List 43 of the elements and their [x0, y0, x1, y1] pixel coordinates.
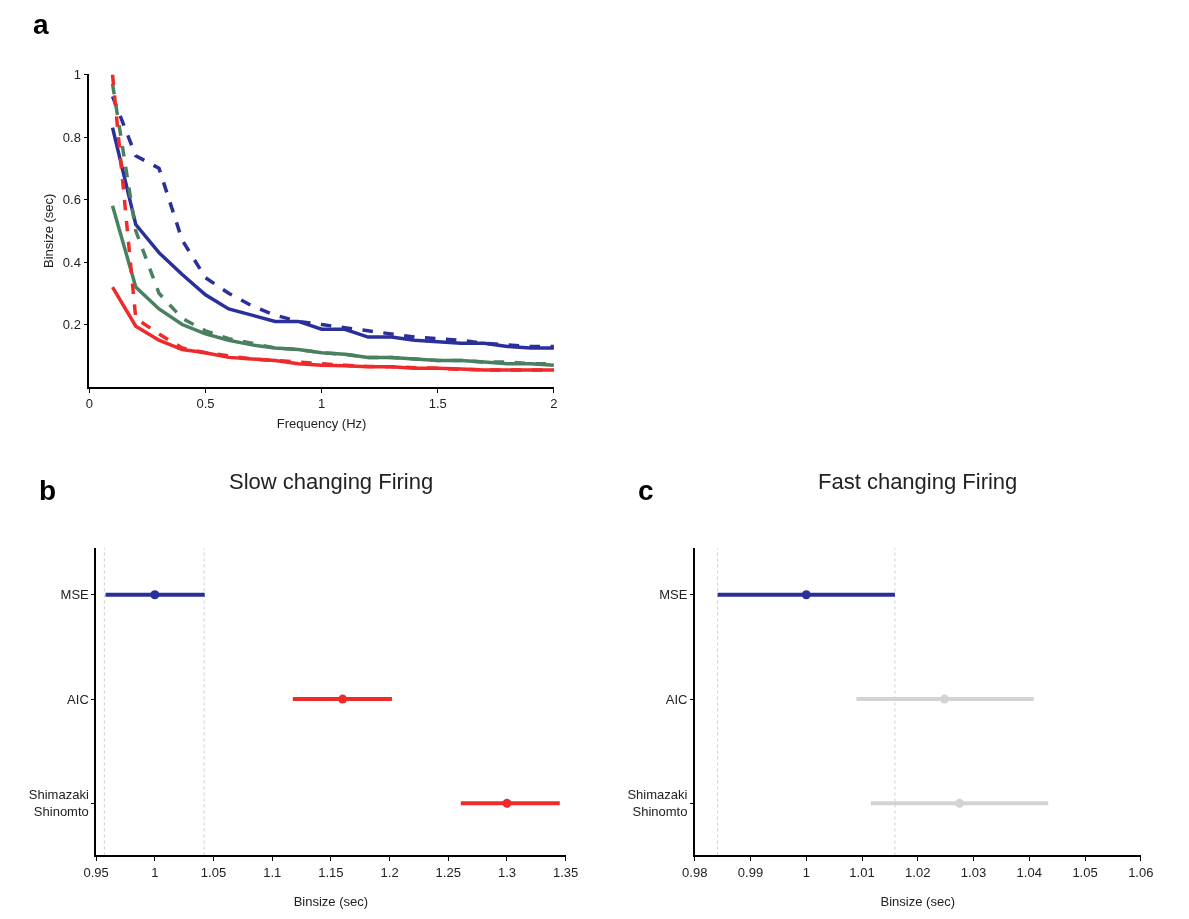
- x-tick-label: 1.5: [428, 396, 447, 412]
- x-axis-title: Binsize (sec): [880, 893, 955, 909]
- x-axis-title: Frequency (Hz): [276, 415, 367, 431]
- x-tick-label: 1.15: [318, 864, 344, 880]
- x-axis-title: Binsize (sec): [293, 893, 369, 909]
- x-tick-label: 1.03: [960, 864, 987, 880]
- chart-title: Slow changing Firing: [229, 469, 434, 494]
- text: a: [33, 9, 49, 40]
- y-tick-label: MSE: [659, 587, 688, 603]
- x-tick-label: 1: [317, 396, 326, 412]
- y-tick-label: 0.8: [62, 129, 81, 145]
- y-tick-label: MSE: [60, 587, 90, 603]
- x-tick-label: 2: [550, 396, 558, 412]
- y-tick-label: 0.2: [62, 317, 81, 333]
- x-tick-label: 1.35: [552, 864, 579, 880]
- y-tick-label: Shimazaki Shinomto: [627, 787, 688, 820]
- x-tick-label: 0: [85, 396, 93, 412]
- y-tick-label: Shimazaki Shinomto: [28, 787, 89, 820]
- x-tick-label: 0.99: [737, 864, 764, 880]
- y-tick-label: 0.4: [62, 254, 81, 270]
- x-tick-label: 0.95: [83, 864, 109, 880]
- x-tick-label: 0.98: [682, 864, 708, 880]
- y-tick-label: AIC: [67, 691, 89, 707]
- x-tick-label: 1.05: [1072, 864, 1098, 880]
- x-tick-label: 1.06: [1128, 864, 1154, 880]
- x-tick-label: 1.2: [380, 864, 399, 880]
- y-tick-label: AIC: [665, 691, 688, 707]
- x-tick-label: 1.05: [200, 864, 227, 880]
- text: b: [39, 475, 57, 506]
- x-tick-label: 1: [802, 864, 810, 880]
- x-tick-label: 1.02: [905, 864, 931, 880]
- x-tick-label: 1.01: [849, 864, 875, 880]
- x-tick-label: 1.1: [263, 864, 282, 880]
- x-tick-label: 0.5: [196, 396, 215, 412]
- y-tick-label: 0.6: [62, 192, 81, 208]
- x-tick-label: 1.25: [435, 864, 461, 880]
- y-axis-title: Binsize (sec): [41, 193, 57, 268]
- y-tick-label: 1: [73, 67, 81, 83]
- chart-title: Fast changing Firing: [818, 469, 1018, 494]
- x-tick-label: 1.3: [497, 864, 516, 880]
- x-tick-label: 1: [151, 864, 159, 880]
- text: c: [638, 475, 654, 506]
- x-tick-label: 1.04: [1016, 864, 1042, 880]
